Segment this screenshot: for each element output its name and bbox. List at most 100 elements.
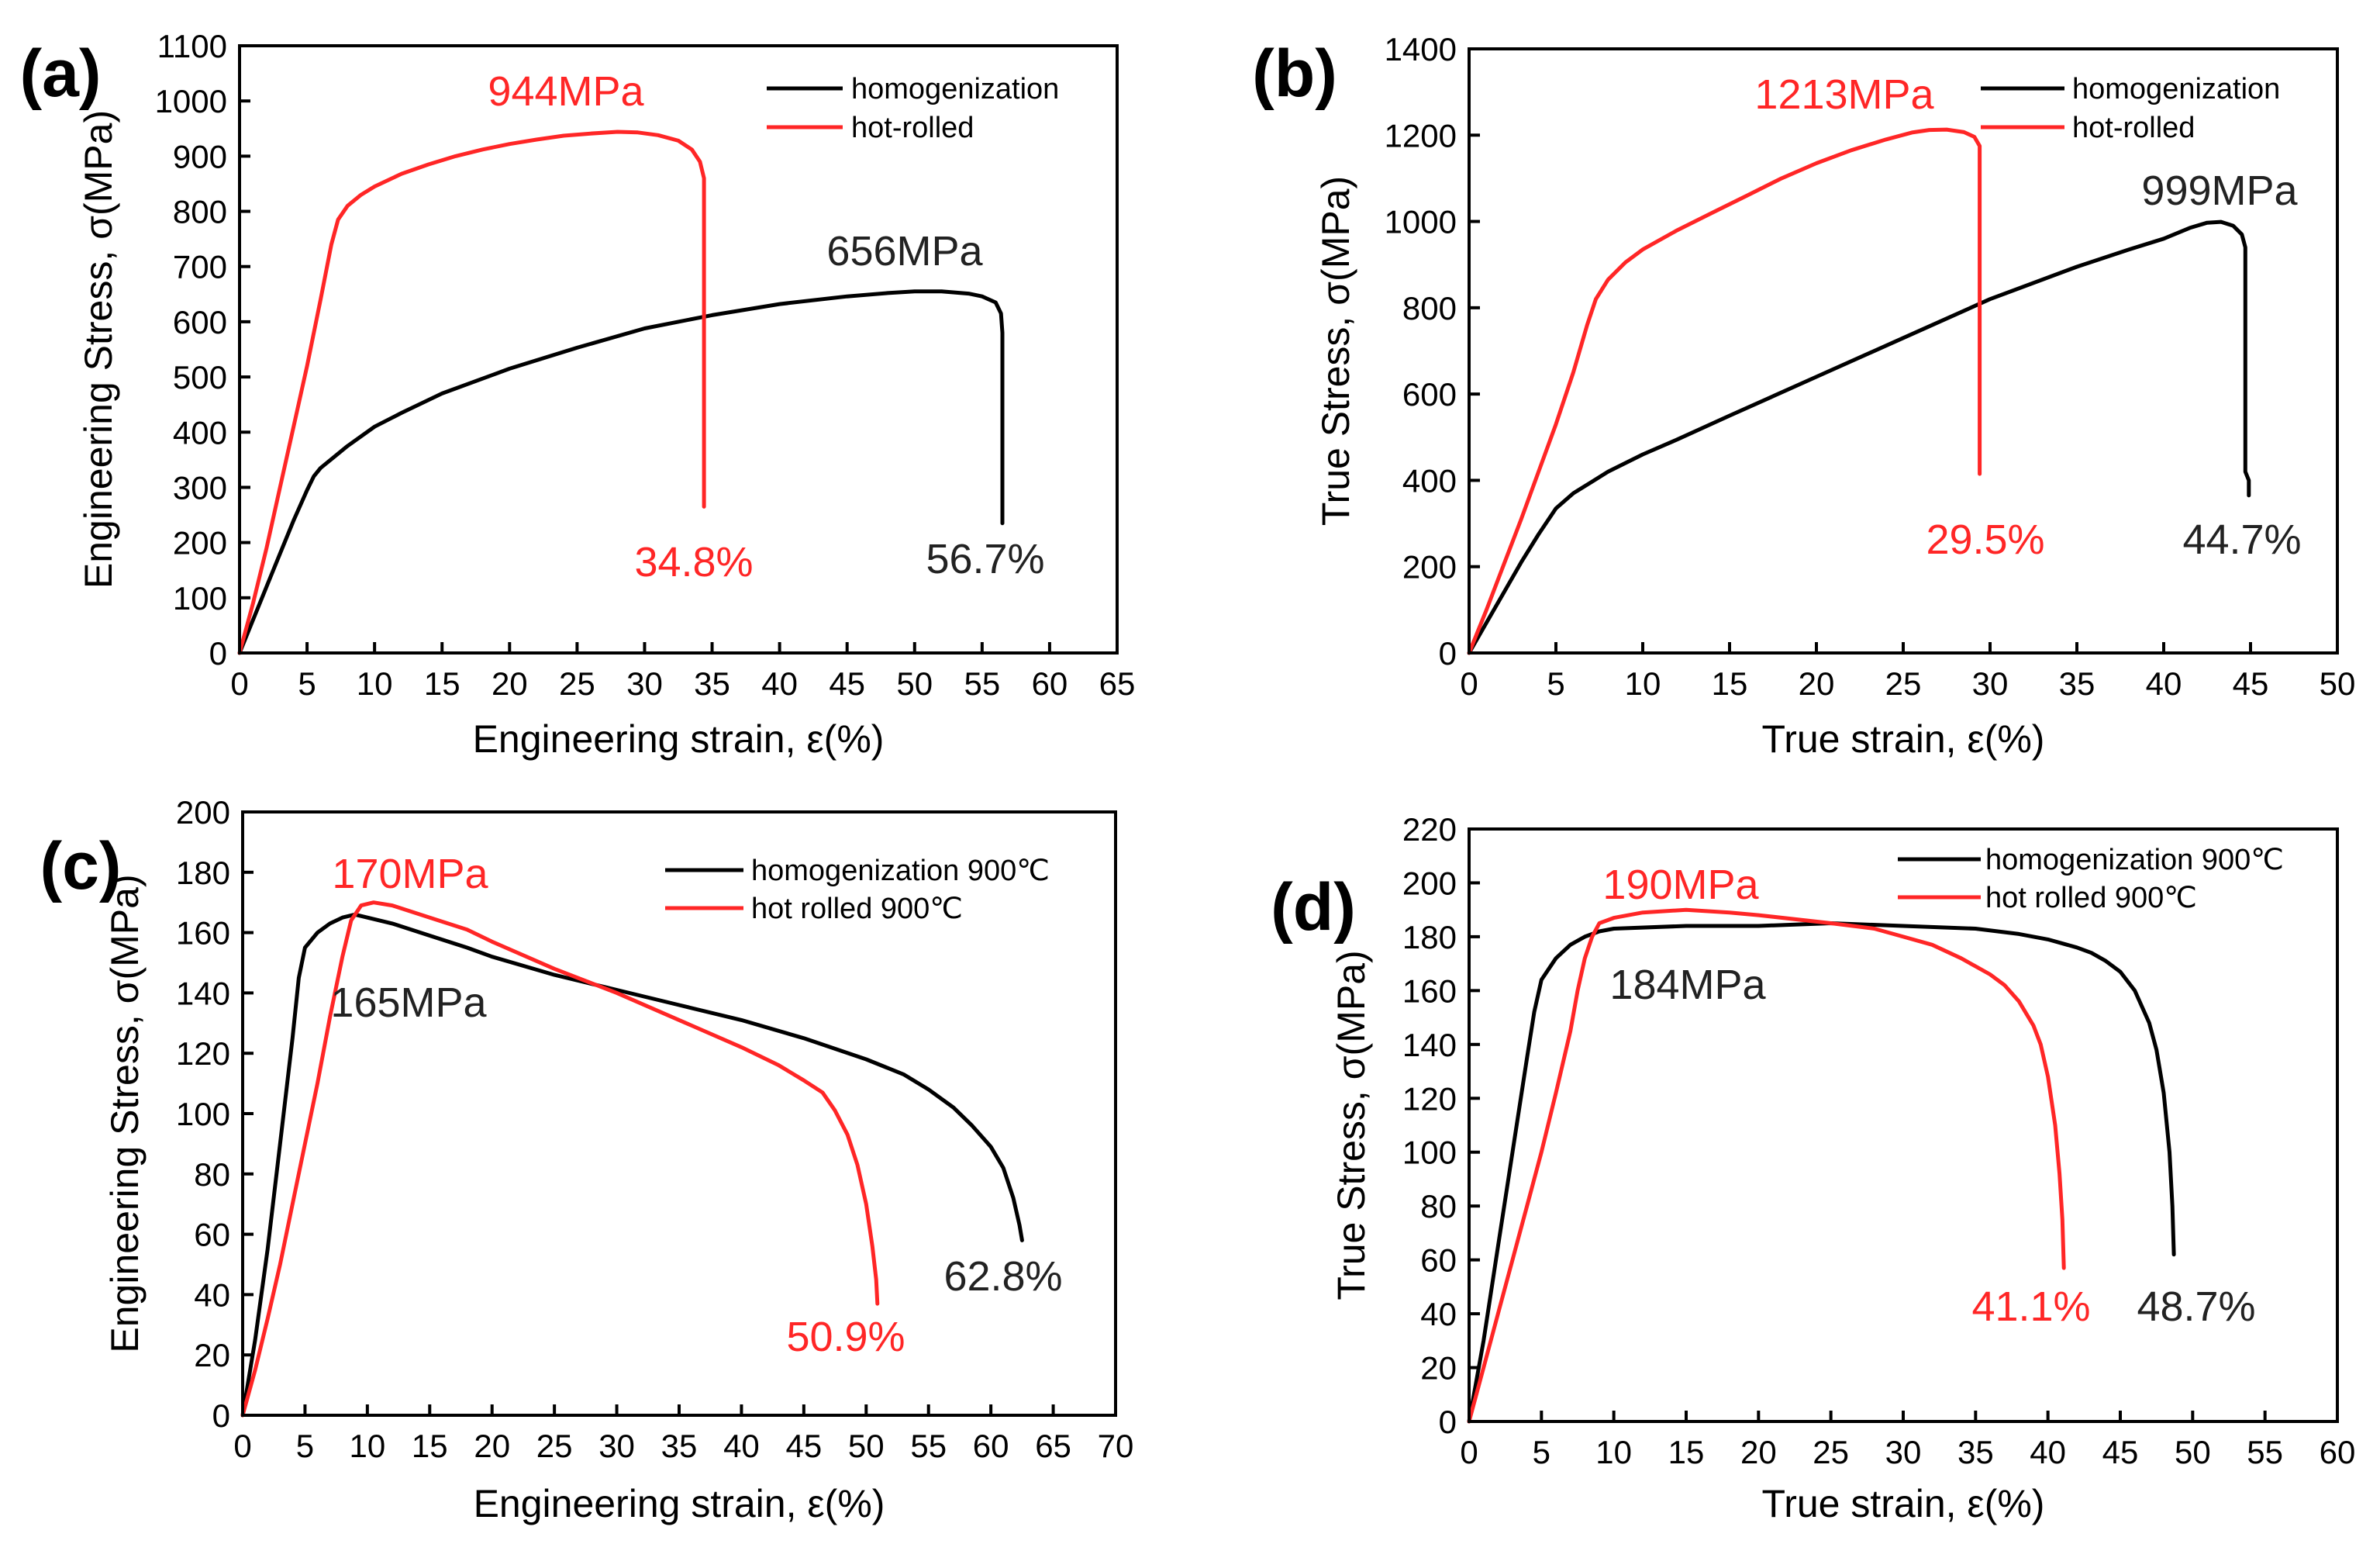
y-tick-label: 500 — [173, 359, 227, 395]
y-tick-label: 1200 — [1385, 117, 1457, 154]
legend: homogenization 900℃ hot rolled 900℃ — [665, 855, 1050, 925]
annotation-label: 41.1% — [1971, 1283, 2090, 1330]
panel-label: (a) — [19, 36, 101, 111]
y-tick-label: 60 — [194, 1217, 230, 1253]
x-tick-label: 0 — [230, 665, 248, 702]
y-tick-label: 200 — [1402, 865, 1457, 901]
y-tick-label: 80 — [1420, 1188, 1457, 1224]
series-line-hot-rolled-900 — [1467, 907, 2066, 1424]
plot-frame — [238, 44, 1119, 655]
x-tick-label: 50 — [2175, 1434, 2211, 1470]
legend-label-homogenization-900: homogenization 900℃ — [751, 855, 1050, 887]
legend-label-hot-rolled-900: hot rolled 900℃ — [1985, 882, 2197, 914]
x-tick-label: 70 — [1098, 1428, 1134, 1464]
y-tick-label: 1000 — [155, 83, 227, 119]
y-tick-label: 200 — [173, 525, 227, 561]
annotation-label: 56.7% — [926, 536, 1044, 582]
y-tick-label: 120 — [1402, 1080, 1457, 1117]
y-tick-label: 100 — [176, 1096, 230, 1132]
annotation-label: 50.9% — [786, 1314, 905, 1360]
x-tick-label: 60 — [2320, 1434, 2356, 1470]
y-axis-label: Engineering Stress, σ(MPa) — [77, 110, 120, 589]
legend: homogenization hot-rolled — [767, 73, 1059, 144]
annotation-label: 944MPa — [488, 68, 644, 115]
x-axis-label: True strain, ε(%) — [1762, 717, 2045, 761]
x-tick-label: 5 — [1533, 1434, 1550, 1470]
annotation-label: 29.5% — [1926, 516, 2044, 563]
annotation-label: 999MPa — [2141, 168, 2298, 214]
y-tick-label: 1400 — [1385, 31, 1457, 67]
x-tick-label: 35 — [2059, 665, 2095, 702]
y-tick-label: 1100 — [157, 28, 227, 64]
annotation-label: 62.8% — [943, 1253, 1062, 1300]
x-tick-label: 15 — [424, 665, 460, 702]
y-axis-label: True Stress, σ(MPa) — [1330, 950, 1373, 1300]
x-tick-label: 30 — [626, 665, 663, 702]
y-tick-label: 200 — [176, 794, 230, 831]
x-tick-label: 5 — [1547, 665, 1564, 702]
y-tick-label: 600 — [1402, 376, 1457, 413]
x-tick-label: 50 — [896, 665, 933, 702]
x-tick-label: 35 — [661, 1428, 698, 1464]
y-tick-label: 100 — [173, 580, 227, 617]
series-line-homogenization — [1467, 219, 2251, 655]
annotation-label: 44.7% — [2182, 516, 2301, 563]
x-axis-label: Engineering strain, ε(%) — [473, 717, 885, 761]
y-tick-label: 400 — [1402, 462, 1457, 499]
x-tick-label: 20 — [1740, 1434, 1777, 1470]
x-tick-label: 45 — [829, 665, 865, 702]
x-tick-label: 0 — [1460, 1434, 1478, 1470]
y-tick-label: 100 — [1402, 1135, 1457, 1171]
annotation-label: 165MPa — [330, 979, 487, 1026]
y-tick-label: 160 — [1402, 972, 1457, 1009]
series-line-homogenization-900 — [1467, 921, 2176, 1424]
x-tick-label: 25 — [536, 1428, 573, 1464]
y-tick-label: 140 — [1402, 1027, 1457, 1063]
x-tick-label: 5 — [298, 665, 316, 702]
x-tick-label: 10 — [349, 1428, 385, 1464]
x-tick-label: 20 — [1799, 665, 1835, 702]
y-tick-label: 220 — [1402, 811, 1457, 848]
x-tick-label: 55 — [2247, 1434, 2283, 1470]
legend-label-hot-rolled-900: hot rolled 900℃ — [751, 893, 963, 925]
y-tick-label: 20 — [194, 1337, 230, 1373]
x-tick-label: 40 — [761, 665, 798, 702]
x-tick-label: 30 — [598, 1428, 635, 1464]
x-tick-label: 55 — [964, 665, 1000, 702]
x-tick-label: 30 — [1885, 1434, 1922, 1470]
x-tick-label: 45 — [2102, 1434, 2139, 1470]
x-tick-label: 60 — [973, 1428, 1009, 1464]
chart-panel-c: 0 5 10 15 20 25 30 35 40 45 50 55 60 65 70 0 20 40 60 80 100… — [40, 794, 1133, 1525]
x-tick-label: 10 — [1595, 1434, 1632, 1470]
y-tick-label: 0 — [209, 635, 227, 672]
y-tick-label: 180 — [1402, 919, 1457, 955]
series-line-hot-rolled — [1467, 127, 1982, 655]
series-line-homogenization — [237, 289, 1005, 655]
annotation-label: 1213MPa — [1754, 71, 1934, 118]
y-tick-label: 300 — [173, 469, 227, 506]
x-tick-label: 15 — [412, 1428, 448, 1464]
x-axis-label: True strain, ε(%) — [1762, 1482, 2045, 1525]
y-tick-label: 0 — [212, 1397, 230, 1434]
x-tick-label: 25 — [1885, 665, 1922, 702]
x-tick-label: 20 — [492, 665, 528, 702]
y-axis-label: True Stress, σ(MPa) — [1314, 176, 1357, 526]
chart-panel-b: 0 5 10 15 20 25 30 35 40 45 50 0 200 400 600 800 1000 120… — [1252, 31, 2355, 761]
x-axis-label: Engineering strain, ε(%) — [474, 1482, 885, 1525]
x-tick-label: 50 — [2320, 665, 2356, 702]
y-tick-label: 800 — [1402, 290, 1457, 326]
x-tick-label: 30 — [1972, 665, 2009, 702]
legend-label-homogenization: homogenization — [2072, 73, 2280, 105]
x-tick-label: 40 — [723, 1428, 760, 1464]
series-line-homogenization-900 — [240, 912, 1024, 1418]
y-tick-label: 800 — [173, 194, 227, 230]
y-tick-label: 0 — [1439, 635, 1457, 672]
x-tick-label: 40 — [2030, 1434, 2066, 1470]
legend: homogenization 900℃ hot rolled 900℃ — [1898, 844, 2284, 914]
y-tick-label: 1000 — [1385, 204, 1457, 240]
x-tick-label: 15 — [1668, 1434, 1705, 1470]
legend-label-homogenization-900: homogenization 900℃ — [1985, 844, 2284, 876]
y-tick-label: 180 — [176, 855, 230, 891]
